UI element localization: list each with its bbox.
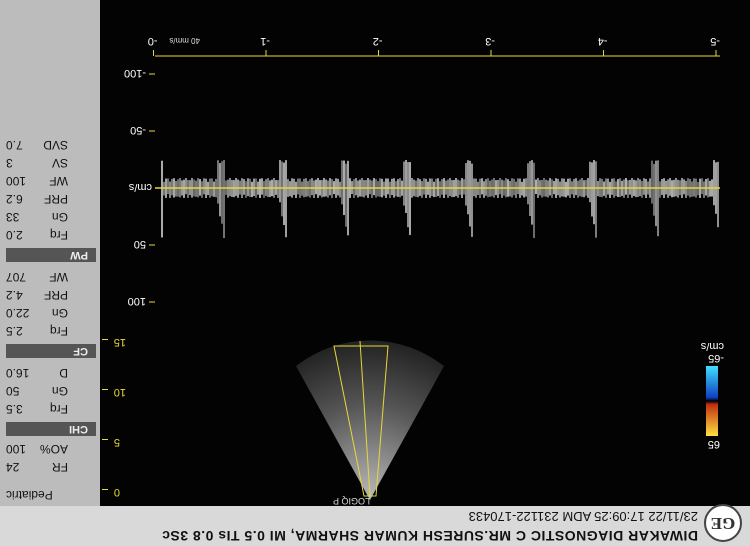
time-tick-label: -2 — [373, 35, 383, 47]
sector-fan — [296, 340, 444, 500]
time-tick-label: -4 — [598, 35, 608, 47]
color-scale-unit: cm/s — [701, 340, 724, 352]
time-tick-label: -0 — [148, 35, 158, 47]
probe-label: LOGIQ P — [333, 496, 370, 506]
depth-tick-15: 15 — [114, 336, 126, 348]
ge-logo: GE — [704, 504, 742, 542]
header-datetime: 23/11/22 17:09:25 ADM 231122-170433 — [469, 509, 698, 524]
mode-pw[interactable]: PW — [6, 248, 96, 262]
time-tick-label: -3 — [485, 35, 495, 47]
spectrum-trace — [162, 160, 718, 238]
velocity-tick-label: 100 — [128, 295, 146, 307]
velocity-unit: cm/s — [128, 181, 152, 193]
time-tick-label: -5 — [710, 35, 720, 47]
color-scale-bottom: -65 — [708, 352, 724, 364]
velocity-tick-label: -100 — [124, 67, 146, 79]
bmode-sector: LOGIQ P — [290, 326, 450, 506]
depth-tick-10: 10 — [114, 386, 126, 398]
velocity-scale: 100 50 -50 -100 cm/s — [124, 67, 155, 307]
time-unit: 40 mm/s — [169, 36, 200, 45]
depth-tick-5: 5 — [114, 436, 120, 448]
time-tick-label: -1 — [260, 35, 270, 47]
parameter-panel: Pediatric FR 24 AO% 100 CHI Frq 3.5 Gn 50 D1… — [0, 0, 100, 506]
mode-chi[interactable]: CHI — [6, 422, 96, 436]
color-scale-top: 65 — [708, 438, 720, 450]
mode-cf[interactable]: CF — [6, 344, 96, 358]
velocity-tick-label: 50 — [134, 238, 146, 250]
spectral-doppler: 100 50 -50 -100 cm/s -5 -4 -3 -2 -1 -0 40 mm/s — [120, 26, 720, 316]
header-title: DIWAKAR DIAGNOSTIC C MR.SURESH KUMAR SHA… — [162, 528, 698, 544]
time-scale: -5 -4 -3 -2 -1 -0 40 mm/s — [148, 35, 720, 56]
color-scale-bar — [706, 366, 718, 436]
header-bar: GE DIWAKAR DIAGNOSTIC C MR.SURESH KUMAR … — [0, 506, 750, 546]
depth-tick-0: 0 — [114, 486, 120, 498]
velocity-tick-label: -50 — [130, 124, 146, 136]
